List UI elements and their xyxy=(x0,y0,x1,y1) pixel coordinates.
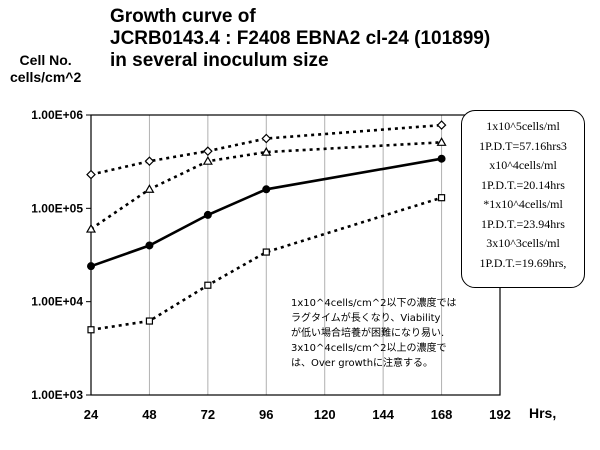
legend-box: 1x10^5cells/ml 1P.D.T=57.16hrs3 x10^4cel… xyxy=(461,110,585,288)
culture-note: 1x10^4cells/cm^2以下の濃度では ラグタイムが長くなり、Viabi… xyxy=(291,296,457,371)
data-point-square xyxy=(437,194,446,202)
data-point-square xyxy=(204,281,212,289)
y-axis-label: Cell No. cells/cm^2 xyxy=(10,52,81,86)
x-tick-label: 168 xyxy=(431,407,453,422)
legend-line: 1x10^5cells/ml xyxy=(486,119,560,133)
data-point-triangle xyxy=(202,155,213,165)
data-point-square xyxy=(145,317,154,325)
data-point xyxy=(87,262,95,271)
data-point-triangle xyxy=(261,146,272,156)
y-tick-label: 1.00E+06 xyxy=(31,108,83,122)
y-axis-label-line-2: cells/cm^2 xyxy=(10,69,82,85)
data-point-diamond xyxy=(261,133,272,144)
data-point-diamond xyxy=(86,169,96,180)
note-line: 3x10^4cells/cm^2以上の濃度で xyxy=(291,343,447,354)
data-point-diamond xyxy=(203,146,213,156)
x-tick-label: 48 xyxy=(142,407,156,422)
legend-line: 1P.D.T.=19.69hrs, xyxy=(479,255,567,270)
title-line-2: JCRB0143.4 : F2408 EBNA2 cl-24 (101899) xyxy=(110,28,491,49)
data-point xyxy=(145,241,154,250)
legend-line: x10^4cells/ml xyxy=(489,158,557,172)
x-tick-label: 96 xyxy=(259,407,273,422)
legend-line: 1P.D.T.=23.94hrs xyxy=(481,216,565,231)
note-line: ラグタイムが長くなり、Viability xyxy=(291,313,441,324)
data-point xyxy=(437,154,446,163)
data-point-square xyxy=(87,326,95,334)
legend-line: 3x10^3cells/ml xyxy=(486,236,560,250)
data-point-diamond xyxy=(436,120,447,130)
data-point xyxy=(203,210,212,219)
title-line-3: in several inoculum size xyxy=(110,50,329,71)
x-tick-label: 144 xyxy=(372,407,394,422)
data-point-diamond xyxy=(144,156,155,167)
x-tick-label: 120 xyxy=(314,407,336,422)
x-tick-label: 72 xyxy=(201,407,215,422)
data-point-triangle xyxy=(144,184,155,193)
x-tick-label: 24 xyxy=(84,407,99,422)
data-point-triangle xyxy=(436,137,447,146)
note-line: 1x10^4cells/cm^2以下の濃度では xyxy=(291,298,457,309)
legend-line: *1x10^4cells/ml xyxy=(483,197,563,211)
x-tick-label: 192 xyxy=(489,407,511,422)
data-point-square xyxy=(262,248,270,256)
data-point-triangle xyxy=(85,223,97,233)
legend-line: 1P.D.T=57.16hrs3 xyxy=(479,138,567,153)
y-axis-label-line-1: Cell No. xyxy=(19,52,72,68)
y-tick-label: 1.00E+03 xyxy=(31,388,83,402)
y-tick-label: 1.00E+05 xyxy=(31,201,83,215)
y-tick-label: 1.00E+04 xyxy=(31,295,83,309)
note-line: が低い場合培養が困難になり易い. xyxy=(291,328,445,339)
x-axis-label: Hrs, xyxy=(529,405,557,421)
note-line: は、Over growthに注意する。 xyxy=(291,358,434,369)
chart-title: Growth curve of JCRB0143.4 : F2408 EBNA2… xyxy=(110,6,490,72)
data-point xyxy=(262,185,271,194)
title-line-1: Growth curve of xyxy=(110,6,256,27)
legend-line: 1P.D.T.=20.14hrs xyxy=(481,177,565,192)
